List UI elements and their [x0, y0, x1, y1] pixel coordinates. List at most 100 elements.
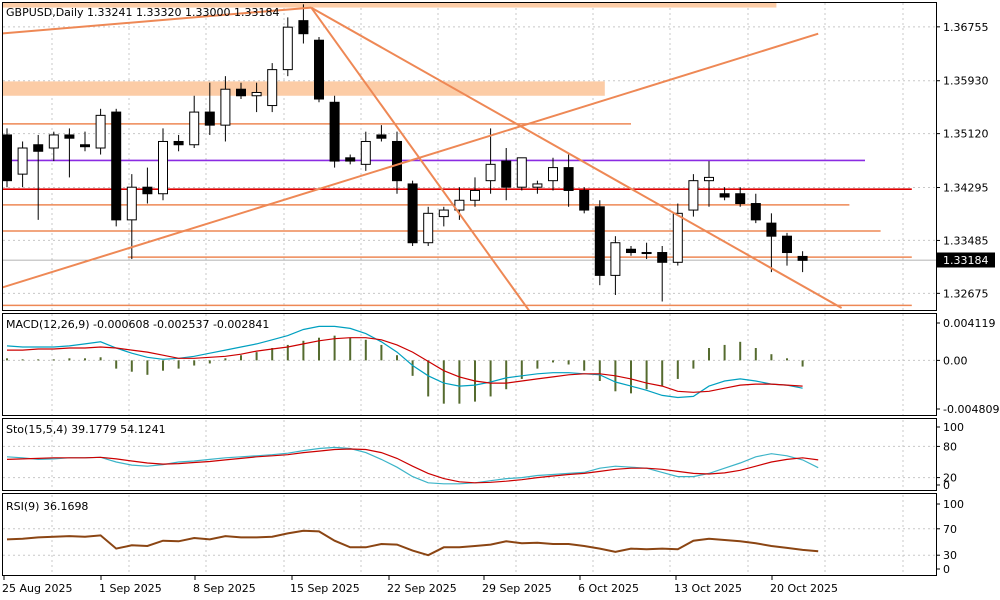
- x-axis-label: 13 Oct 2025: [674, 582, 742, 595]
- candle-body: [501, 160, 512, 188]
- candle-body: [579, 189, 590, 211]
- candle-body: [111, 111, 122, 221]
- candle-body: [563, 167, 574, 191]
- stoch-y-label: 20: [943, 472, 957, 485]
- grid: [3, 3, 936, 575]
- candle-body: [345, 157, 356, 162]
- candle-body: [626, 248, 636, 254]
- rsi-pane-frame: [2, 493, 937, 576]
- candle-body: [688, 180, 699, 211]
- stochastic-plot: [6, 446, 819, 485]
- candle-body: [329, 101, 340, 162]
- rsi-y-label: 0: [943, 563, 950, 576]
- stoch-y-label: 0: [943, 479, 950, 492]
- x-axis-label: 20 Oct 2025: [770, 582, 838, 595]
- macd-title: MACD(12,26,9) -0.000608 -0.002537 -0.002…: [6, 318, 269, 331]
- candle-body: [438, 209, 449, 218]
- macd-y-label: -0.004809: [943, 403, 999, 416]
- chart-title: GBPUSD,Daily 1.33241 1.33320 1.33000 1.3…: [6, 6, 279, 19]
- candle-body: [719, 193, 730, 198]
- candle-body: [532, 183, 543, 188]
- candle-body: [750, 203, 761, 221]
- stoch-pane-frame: [2, 418, 937, 491]
- candle-body: [470, 189, 480, 201]
- macd-y-label: 0.004119: [943, 317, 996, 330]
- candle-body: [80, 144, 90, 148]
- candle-body: [2, 134, 12, 182]
- resistance-zones: [3, 3, 777, 96]
- horizontal-levels: [3, 123, 912, 307]
- rsi-plot: [6, 529, 819, 557]
- trendlines: [3, 6, 843, 310]
- price-y-label: 1.35120: [943, 128, 989, 141]
- candle-body: [251, 91, 262, 97]
- candle-body: [407, 183, 418, 244]
- stoch-main-line: [6, 446, 819, 485]
- candle-body: [485, 163, 496, 182]
- resistance-zone: [3, 81, 605, 96]
- candle-body: [797, 255, 808, 261]
- stoch-signal-line: [6, 448, 819, 484]
- candle-body: [298, 20, 309, 35]
- candle-body: [126, 186, 137, 221]
- candle-body: [142, 186, 153, 195]
- x-axis-label: 25 Aug 2025: [2, 582, 72, 595]
- macd-main-line: [6, 325, 803, 399]
- candle-body: [548, 167, 558, 182]
- price-y-label: 1.36755: [943, 21, 989, 34]
- candle-body: [657, 252, 668, 263]
- resistance-zone: [3, 3, 777, 8]
- trendline: [310, 6, 843, 309]
- trendline: [3, 6, 312, 35]
- price-y-label: 1.35930: [943, 75, 989, 88]
- candlesticks: [2, 4, 808, 302]
- macd-pane-frame: [2, 313, 937, 416]
- candle-body: [282, 26, 293, 71]
- trendline: [310, 6, 530, 310]
- candle-body: [189, 111, 200, 146]
- rsi-y-label: 100: [943, 498, 964, 511]
- candle-body: [95, 114, 106, 149]
- candle-body: [360, 140, 371, 165]
- candle-body: [267, 69, 278, 107]
- x-axis-label: 8 Sep 2025: [193, 582, 256, 595]
- x-axis-label: 1 Sep 2025: [99, 582, 162, 595]
- candle-body: [704, 176, 714, 182]
- x-axis-label: 6 Oct 2025: [578, 582, 639, 595]
- candle-body: [48, 134, 59, 149]
- candle-body: [33, 144, 44, 152]
- candle-body: [314, 39, 324, 100]
- candle-body: [610, 242, 621, 276]
- candle-body: [516, 157, 527, 188]
- stoch-title: Sto(15,5,4) 39.1779 54.1241: [6, 423, 166, 436]
- x-axis-label: 15 Sep 2025: [290, 582, 360, 595]
- candle-body: [392, 140, 402, 182]
- price-y-label: 1.32675: [943, 287, 989, 300]
- price-y-label: 1.34295: [943, 182, 989, 195]
- y-axis-labels: 1.36755 1.35930 1.35120 1.34295 1.33485 1.326…: [936, 21, 999, 576]
- rsi-title: RSI(9) 36.1698: [6, 500, 88, 513]
- trendline-group: [3, 6, 843, 310]
- rsi-y-label: 30: [943, 549, 957, 562]
- current-price-tag: [937, 252, 995, 268]
- candle-body: [204, 111, 215, 126]
- macd-y-label: 0.00: [943, 354, 968, 367]
- rsi-y-label: 70: [943, 523, 957, 536]
- macd-plot: [6, 325, 804, 404]
- candle-body: [672, 212, 683, 263]
- candle-body: [236, 88, 246, 97]
- stoch-y-label: 100: [943, 421, 964, 434]
- candle-body: [376, 134, 387, 139]
- candle-body: [423, 212, 434, 244]
- trendline: [3, 32, 819, 289]
- candle-body: [158, 140, 168, 195]
- candle-body: [735, 193, 746, 205]
- candle-body: [454, 199, 465, 211]
- rsi-line: [6, 529, 819, 557]
- current-price-label: 1.33184: [943, 254, 989, 267]
- candle-body: [173, 140, 184, 146]
- candle-body: [17, 147, 28, 175]
- macd-signal-line: [7, 337, 803, 393]
- candle-body: [64, 134, 75, 139]
